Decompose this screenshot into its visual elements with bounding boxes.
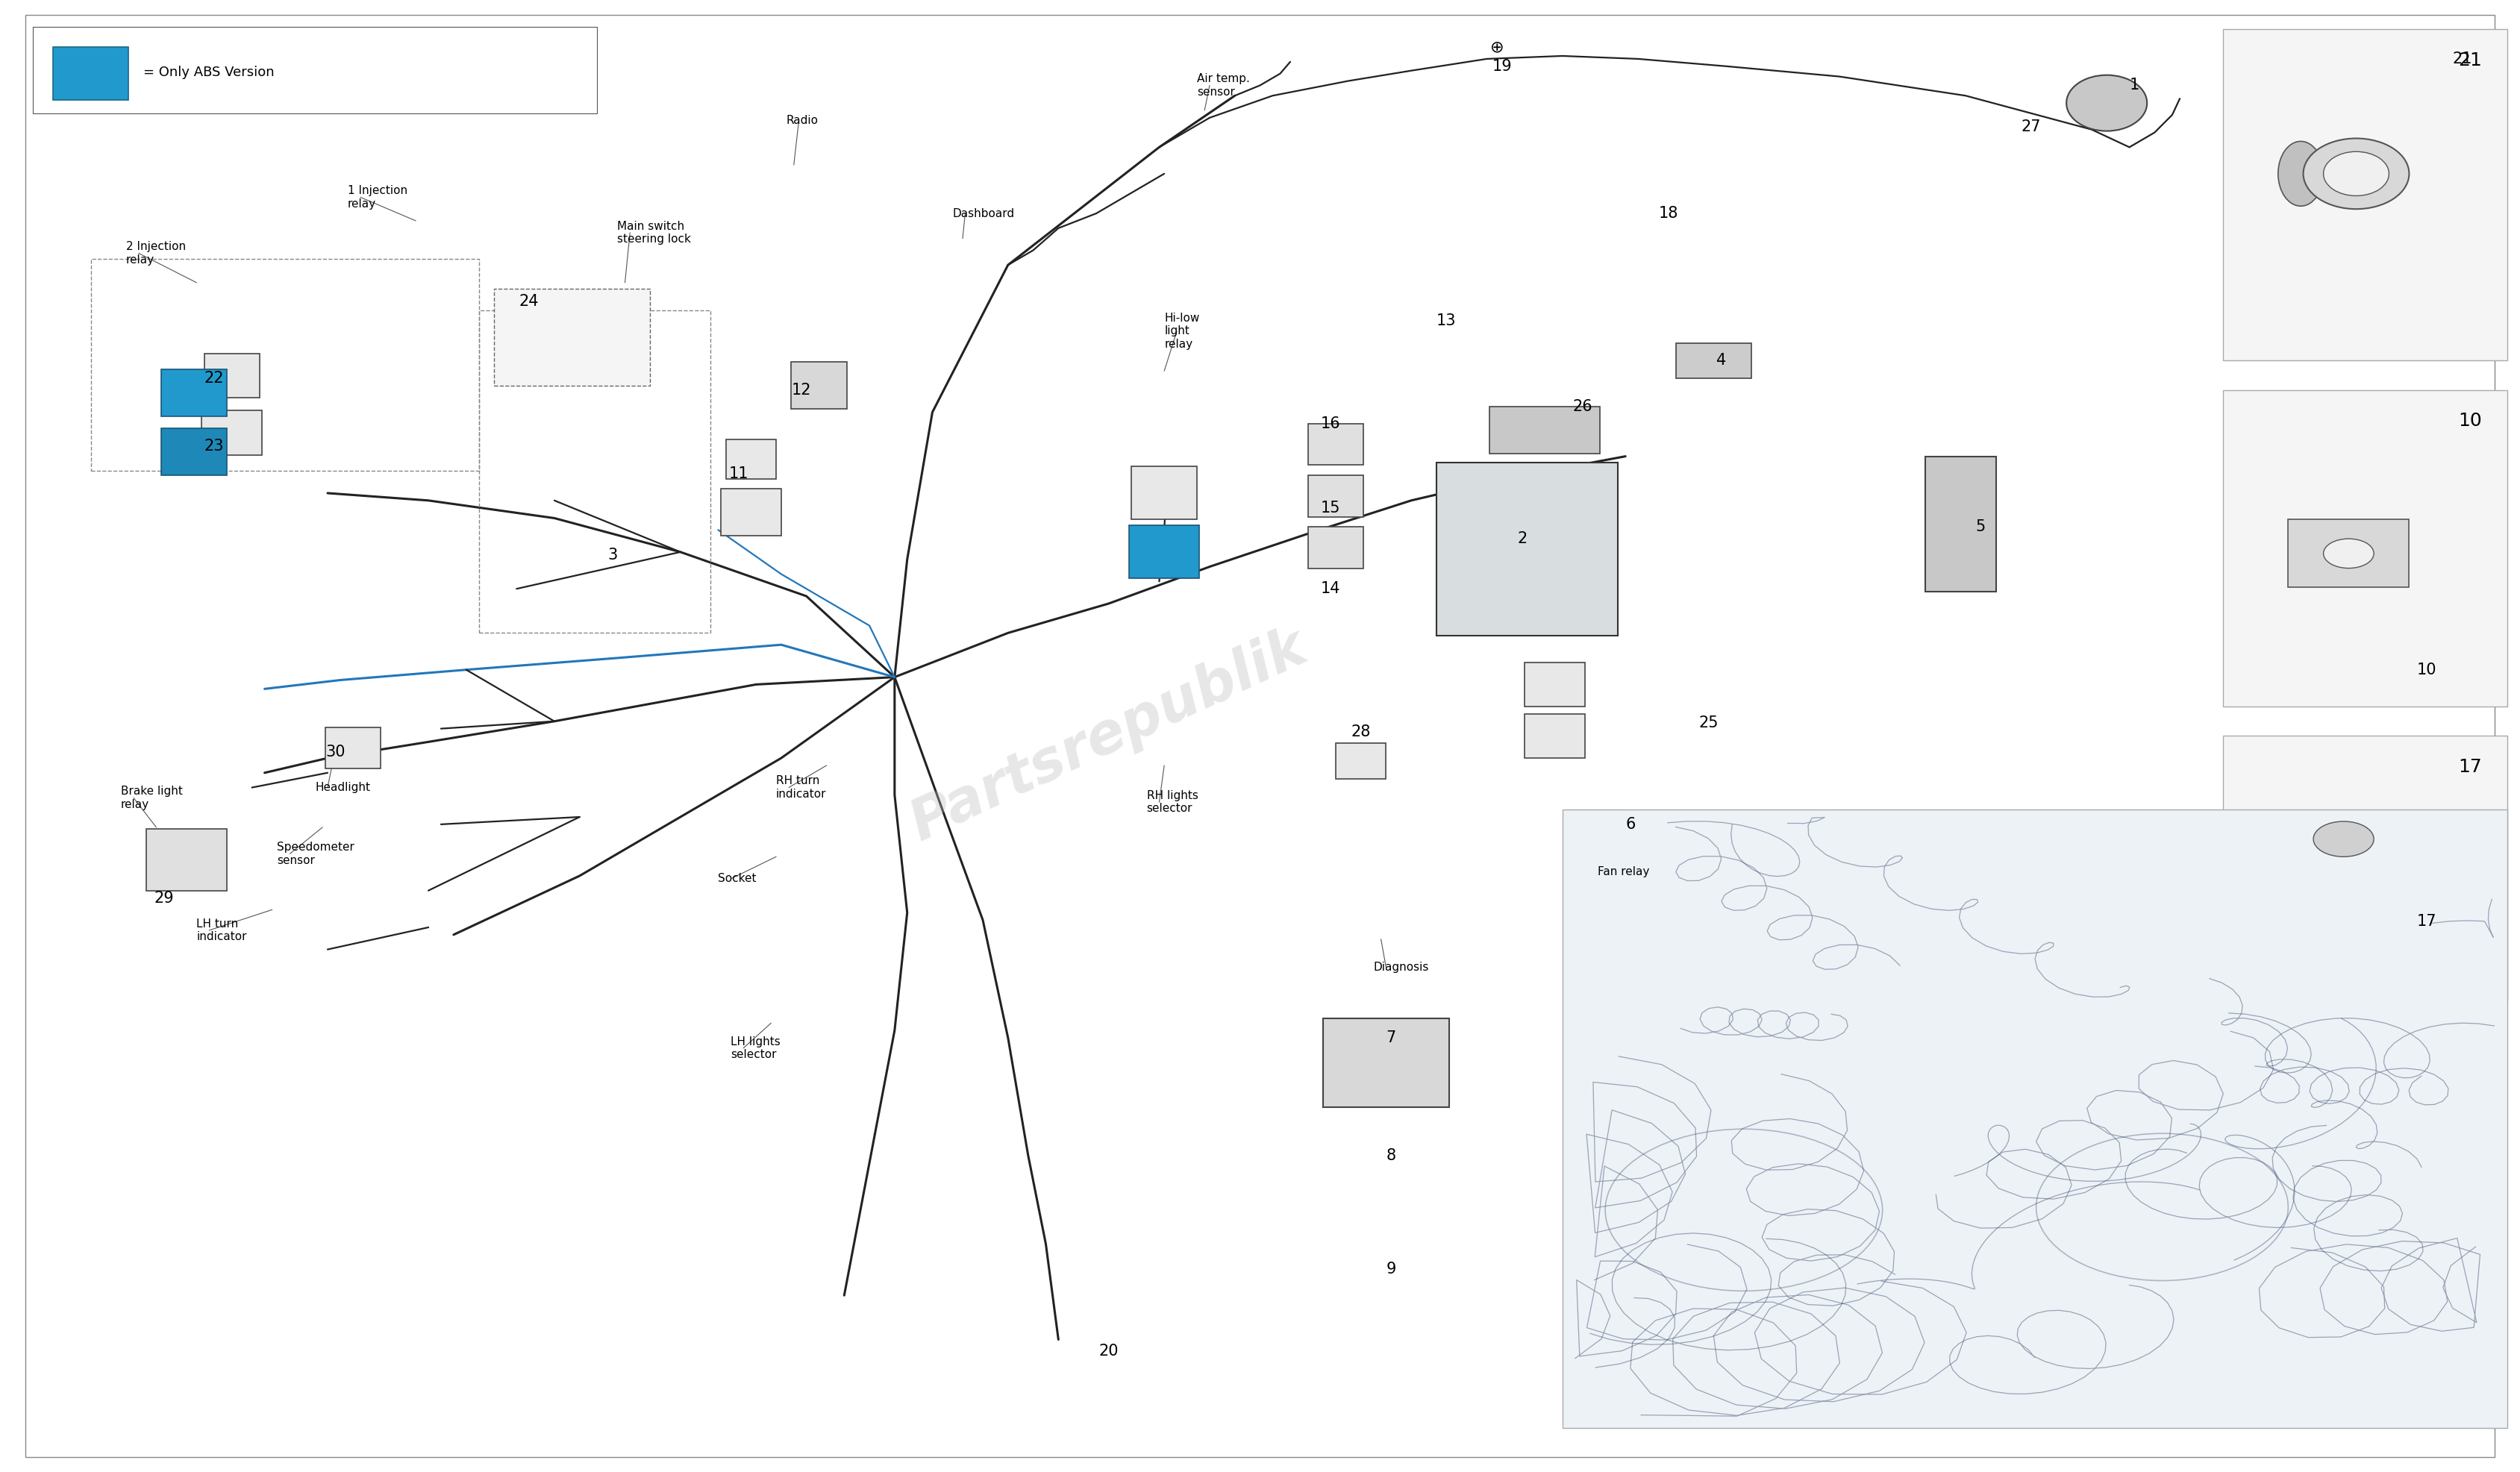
- Text: Headlight: Headlight: [315, 782, 370, 793]
- Text: 29: 29: [154, 891, 174, 905]
- Text: 10: 10: [2460, 412, 2482, 430]
- Text: 1 Injection
relay: 1 Injection relay: [348, 185, 408, 209]
- Text: 11: 11: [728, 467, 748, 481]
- Bar: [1562, 810, 2507, 1428]
- Text: Brake light
relay: Brake light relay: [121, 786, 184, 810]
- Text: 14: 14: [1320, 581, 1341, 596]
- Text: Radio: Radio: [786, 115, 819, 127]
- Text: 2 Injection
relay: 2 Injection relay: [126, 241, 186, 265]
- FancyBboxPatch shape: [1676, 343, 1751, 378]
- Text: Fan relay: Fan relay: [1598, 866, 1651, 877]
- Bar: [1436, 462, 1618, 636]
- Text: 25: 25: [1698, 715, 1719, 730]
- Bar: [494, 289, 650, 386]
- FancyBboxPatch shape: [1336, 743, 1386, 779]
- Ellipse shape: [2323, 152, 2389, 196]
- Bar: [2223, 390, 2507, 707]
- FancyBboxPatch shape: [161, 369, 227, 417]
- Bar: [1925, 456, 1996, 592]
- Text: Speedometer
sensor: Speedometer sensor: [277, 842, 355, 866]
- Text: 7: 7: [1386, 1030, 1396, 1045]
- Text: Partsrepublik: Partsrepublik: [902, 620, 1315, 852]
- FancyBboxPatch shape: [53, 47, 129, 100]
- Text: 23: 23: [204, 439, 224, 453]
- Text: 30: 30: [325, 745, 345, 760]
- Text: 21: 21: [2452, 52, 2472, 66]
- Text: 22: 22: [204, 371, 224, 386]
- Ellipse shape: [2303, 138, 2409, 209]
- FancyBboxPatch shape: [721, 489, 781, 536]
- Text: 27: 27: [2021, 119, 2041, 134]
- Text: LH turn
indicator: LH turn indicator: [197, 919, 247, 942]
- Text: Air temp.
sensor: Air temp. sensor: [1197, 74, 1250, 97]
- FancyBboxPatch shape: [2288, 520, 2409, 587]
- Text: 26: 26: [1572, 399, 1593, 414]
- Text: RH lights
selector: RH lights selector: [1147, 790, 1197, 814]
- FancyBboxPatch shape: [1525, 662, 1585, 707]
- Text: 17: 17: [2417, 914, 2437, 929]
- Text: 8: 8: [1386, 1148, 1396, 1163]
- Text: 3: 3: [607, 548, 617, 562]
- Text: 4: 4: [1716, 353, 1726, 368]
- Bar: [2223, 736, 2507, 1001]
- Circle shape: [2323, 539, 2374, 568]
- FancyBboxPatch shape: [1308, 475, 1363, 517]
- Text: Dashboard: Dashboard: [953, 208, 1016, 219]
- Text: Hi-low
light
relay: Hi-low light relay: [1164, 312, 1200, 350]
- Text: LH lights
selector: LH lights selector: [731, 1036, 781, 1060]
- Text: ⊕: ⊕: [1489, 40, 1504, 54]
- FancyBboxPatch shape: [1308, 527, 1363, 568]
- FancyBboxPatch shape: [202, 411, 262, 455]
- FancyBboxPatch shape: [204, 353, 260, 397]
- Text: 5: 5: [1976, 520, 1986, 534]
- Ellipse shape: [2066, 75, 2147, 131]
- FancyBboxPatch shape: [1131, 467, 1197, 520]
- FancyBboxPatch shape: [325, 727, 381, 768]
- Text: 12: 12: [791, 383, 811, 397]
- FancyBboxPatch shape: [791, 362, 847, 409]
- Text: 9: 9: [1386, 1262, 1396, 1276]
- Text: 15: 15: [1320, 500, 1341, 515]
- Text: 21: 21: [2460, 52, 2482, 69]
- Text: 16: 16: [1320, 417, 1341, 431]
- Bar: [1323, 1019, 1449, 1107]
- FancyBboxPatch shape: [1525, 714, 1585, 758]
- Text: Socket: Socket: [718, 873, 756, 885]
- Text: 2: 2: [1517, 531, 1527, 546]
- Text: Diagnosis: Diagnosis: [1373, 961, 1429, 973]
- FancyBboxPatch shape: [726, 439, 776, 480]
- Text: 19: 19: [1492, 59, 1512, 74]
- Text: 6: 6: [1625, 817, 1635, 832]
- Circle shape: [2313, 821, 2374, 857]
- Text: 1: 1: [2129, 78, 2139, 93]
- FancyBboxPatch shape: [33, 26, 597, 113]
- Text: = Only ABS Version: = Only ABS Version: [144, 65, 275, 79]
- Text: 20: 20: [1099, 1344, 1119, 1359]
- FancyBboxPatch shape: [1308, 424, 1363, 465]
- Text: 17: 17: [2460, 758, 2482, 776]
- FancyBboxPatch shape: [146, 829, 227, 891]
- FancyBboxPatch shape: [161, 428, 227, 475]
- Text: 28: 28: [1351, 724, 1371, 739]
- FancyBboxPatch shape: [1129, 526, 1200, 578]
- Bar: [2223, 29, 2507, 361]
- Text: 13: 13: [1436, 314, 1457, 328]
- FancyBboxPatch shape: [1489, 406, 1600, 453]
- Text: Main switch
steering lock: Main switch steering lock: [617, 221, 690, 244]
- Text: 10: 10: [2417, 662, 2437, 677]
- Text: 18: 18: [1658, 206, 1678, 221]
- Text: 24: 24: [519, 294, 539, 309]
- Ellipse shape: [2278, 141, 2323, 206]
- Text: RH turn
indicator: RH turn indicator: [776, 776, 827, 799]
